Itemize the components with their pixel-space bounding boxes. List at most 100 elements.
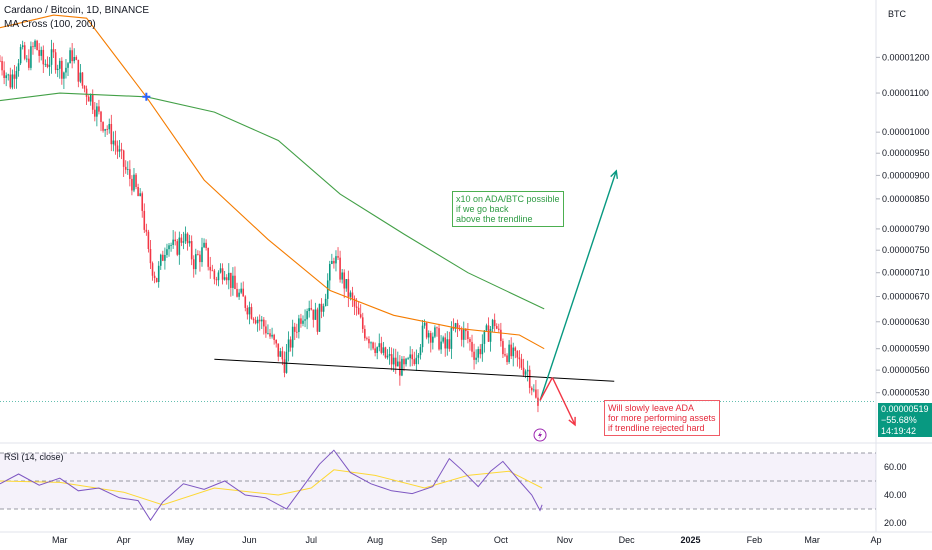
time-tick-label: May — [177, 535, 195, 545]
candle-body — [382, 347, 385, 353]
time-tick-label: Mar — [804, 535, 820, 545]
candle-body — [215, 279, 218, 281]
candle-body — [339, 257, 341, 280]
candle-body — [176, 241, 179, 255]
candle-body — [201, 247, 203, 263]
candle-body — [23, 45, 26, 59]
candle-body — [533, 389, 535, 391]
bullish-line: if we go back — [456, 204, 509, 214]
candle-body — [514, 347, 517, 351]
price-tick-label: 0.00000530 — [882, 388, 930, 398]
candle-body — [164, 254, 166, 261]
candle-body — [399, 361, 401, 376]
rsi-indicator-label[interactable]: RSI (14, close) — [4, 452, 64, 462]
bullish-arrow[interactable] — [539, 170, 617, 401]
bullish-line: x10 on ADA/BTC possible — [456, 194, 560, 204]
candle-body — [56, 68, 59, 71]
candle-body — [192, 259, 195, 270]
candle-body — [300, 318, 302, 324]
candle-body — [184, 233, 187, 242]
candle-body — [199, 254, 201, 263]
candle-body — [211, 270, 214, 272]
candle-body — [287, 339, 290, 352]
candle-body — [351, 292, 354, 299]
ma-100-line — [0, 14, 545, 350]
candle-body — [28, 58, 30, 68]
candle-body — [405, 358, 407, 365]
candle-body — [500, 329, 502, 342]
candle-body — [79, 72, 82, 82]
candle-body — [522, 367, 525, 375]
bearish-arrow[interactable] — [551, 377, 576, 426]
ma-cross-indicator-label[interactable]: MA Cross (100, 200) — [4, 19, 96, 30]
candle-body — [83, 85, 86, 89]
candle-body — [11, 74, 14, 88]
candle-body — [415, 357, 418, 365]
rsi-tick-label: 40.00 — [884, 490, 907, 500]
candle-body — [423, 322, 426, 326]
candle-body — [159, 254, 162, 266]
candle-body — [407, 358, 409, 360]
candle-body — [337, 256, 339, 258]
candle-body — [25, 58, 28, 60]
candle-body — [343, 272, 346, 289]
candle-body — [21, 45, 24, 48]
candle-body — [223, 277, 226, 280]
candle-body — [71, 50, 73, 62]
candle-body — [219, 268, 222, 273]
candle-body — [96, 106, 98, 117]
candle-body — [254, 320, 257, 324]
candle-body — [498, 328, 500, 330]
candle-body — [7, 74, 10, 76]
candle-body — [368, 339, 370, 344]
chart-title: Cardano / Bitcoin, 1D, BINANCE — [4, 5, 150, 16]
candle-body — [372, 342, 374, 349]
candle-body — [417, 355, 420, 358]
price-tick-label: 0.00000950 — [882, 148, 930, 158]
candle-body — [380, 343, 383, 353]
candle-body — [485, 325, 488, 331]
candle-body — [172, 239, 174, 245]
candle-body — [518, 357, 521, 360]
candle-body — [425, 322, 428, 338]
candle-body — [394, 357, 397, 367]
candle-body — [52, 49, 55, 53]
price-tick-label: 0.00000670 — [882, 292, 930, 302]
candle-body — [479, 349, 482, 355]
candle-body — [42, 49, 45, 65]
candle-body — [232, 275, 234, 288]
candle-body — [46, 63, 49, 67]
price-tick-label: 0.00000790 — [882, 224, 930, 234]
candle-body — [444, 337, 447, 349]
candle-body — [205, 242, 207, 248]
candle-body — [248, 307, 251, 315]
candle-body — [188, 241, 191, 244]
candle-body — [388, 354, 391, 356]
candle-body — [477, 349, 479, 358]
candle-body — [508, 344, 510, 363]
candle-body — [104, 129, 106, 131]
candle-body — [190, 241, 193, 260]
candle-body — [341, 272, 343, 280]
candle-body — [409, 354, 411, 359]
time-tick-label: Oct — [494, 535, 509, 545]
candle-body — [448, 339, 451, 349]
candle-body — [217, 272, 220, 281]
candle-body — [213, 270, 216, 280]
candle-body — [524, 371, 527, 375]
candle-body — [489, 329, 492, 342]
candle-body — [19, 47, 22, 64]
candle-body — [5, 75, 7, 79]
candle-body — [186, 233, 189, 244]
price-tick-label: 0.00000750 — [882, 245, 930, 255]
candle-body — [526, 369, 529, 372]
bearish-arrow-segment[interactable] — [539, 377, 554, 401]
candle-body — [456, 323, 459, 329]
candle-body — [429, 333, 432, 343]
bearish-line: if trendline rejected hard — [608, 423, 705, 433]
candle-body — [370, 342, 372, 344]
candle-body — [139, 193, 141, 197]
candle-body — [32, 46, 34, 48]
candle-body — [236, 288, 238, 297]
